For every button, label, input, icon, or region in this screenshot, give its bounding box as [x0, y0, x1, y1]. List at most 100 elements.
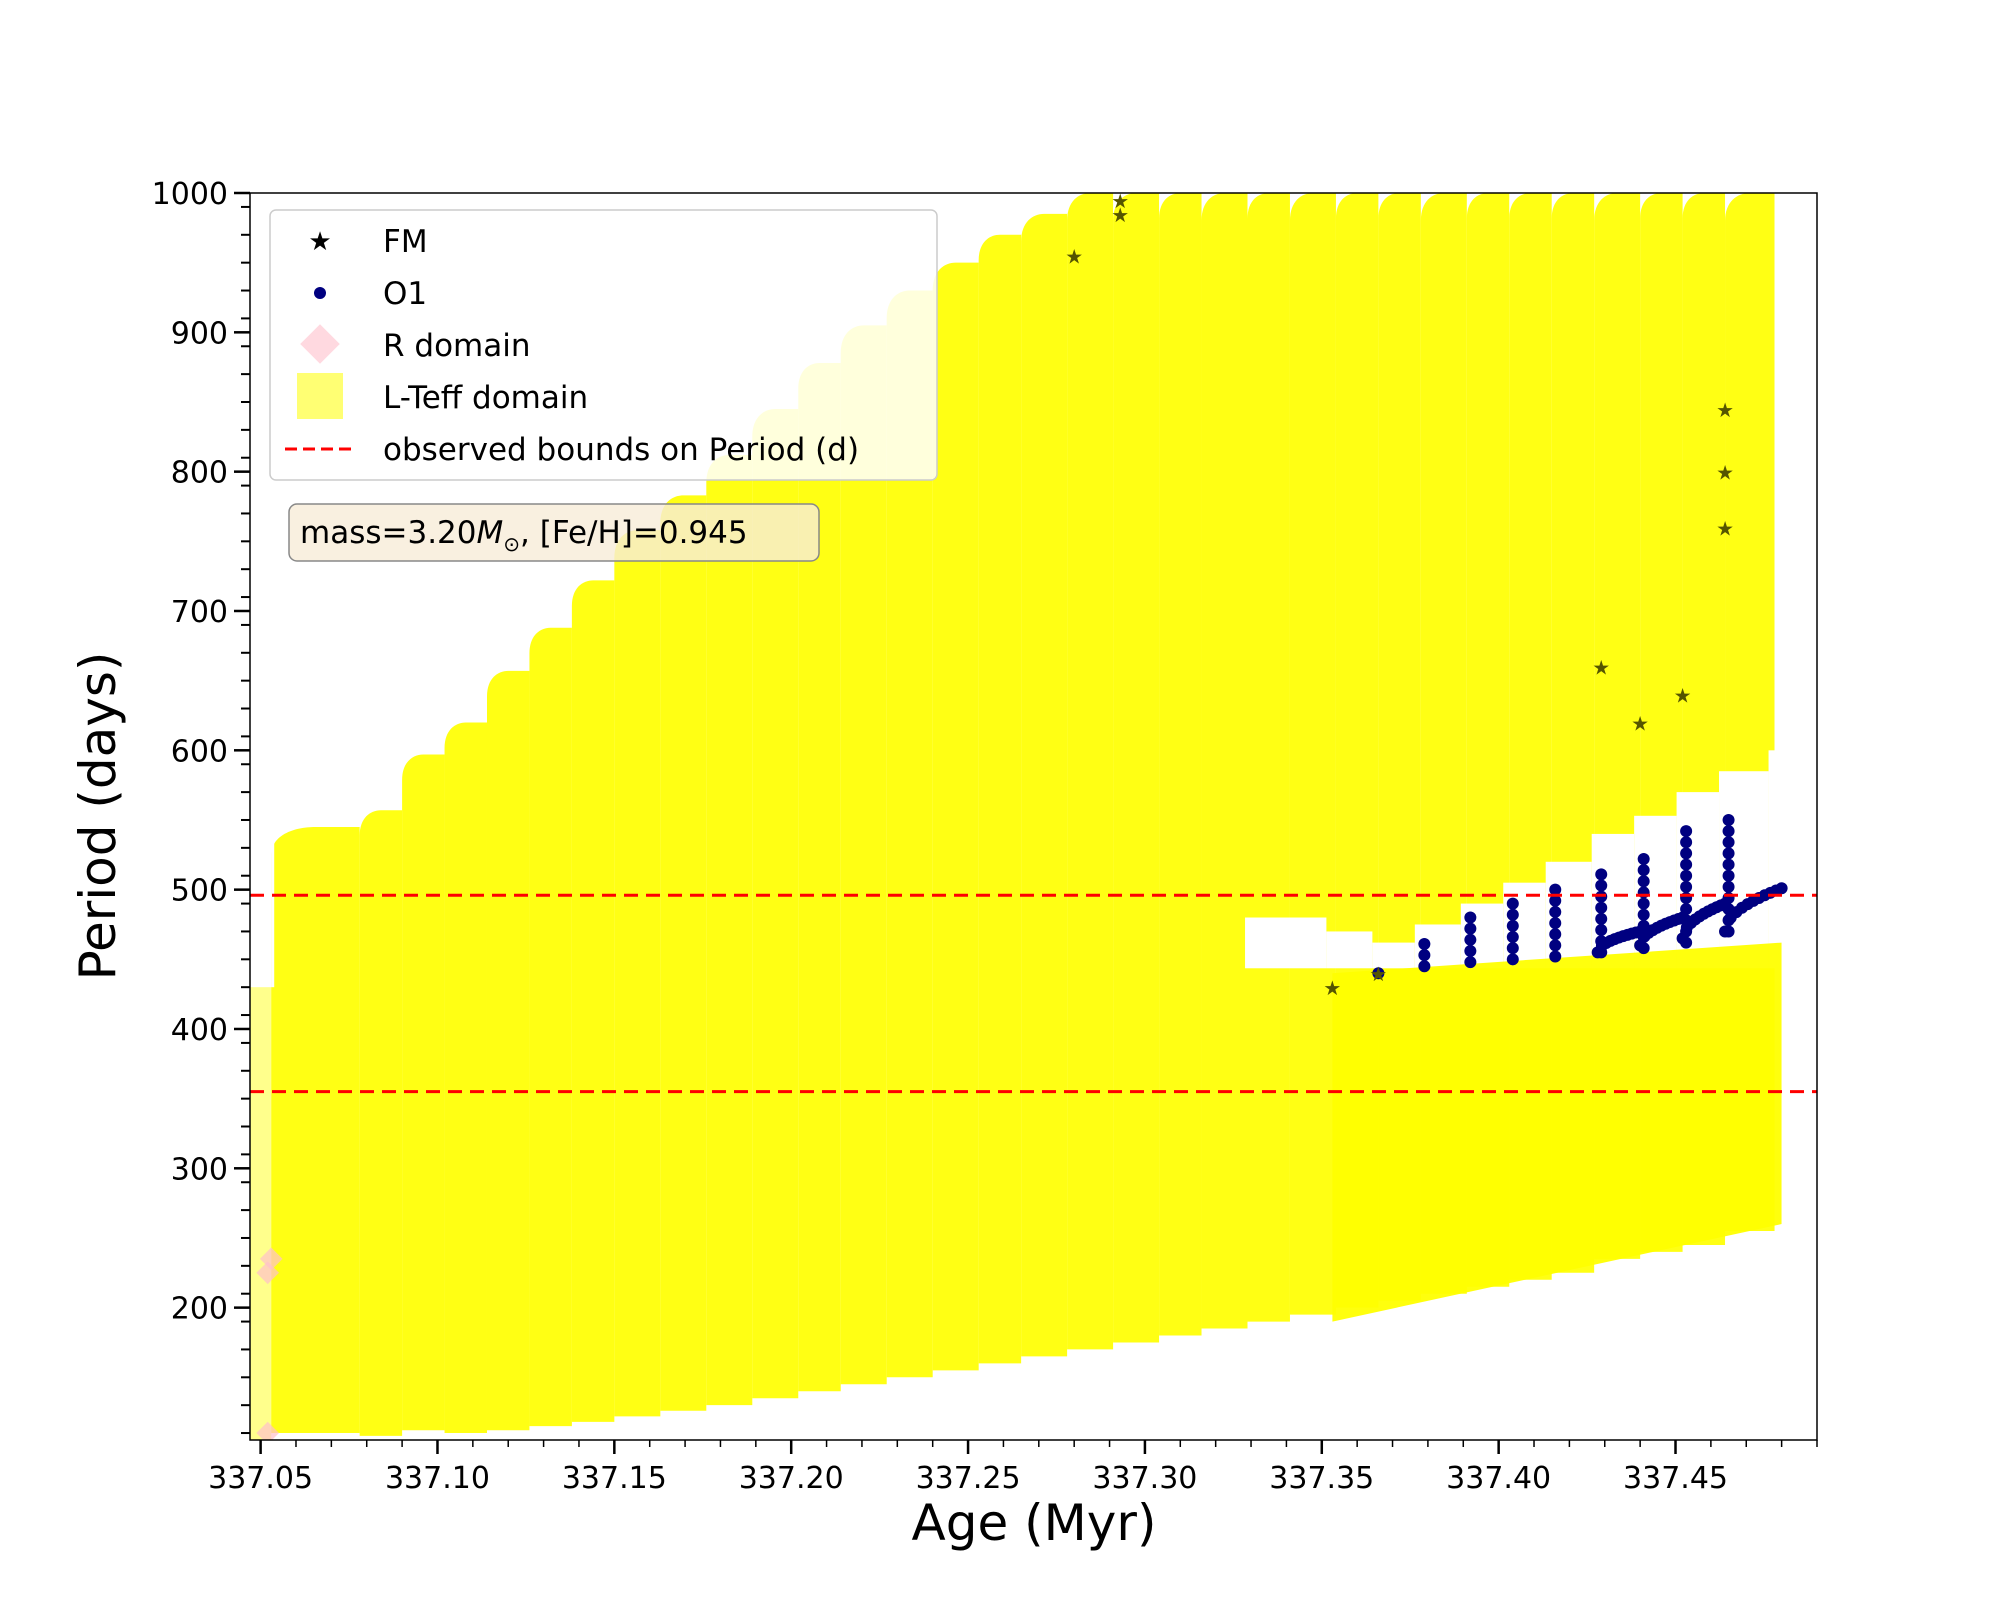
y-tick-label: 1000 [152, 177, 228, 212]
o1-point [1680, 869, 1693, 882]
plot-frame [249, 192, 1818, 1441]
y-tick-label: 500 [171, 874, 228, 909]
domain-gap [1326, 931, 1373, 969]
annotation-prefix: mass=3.20 [300, 515, 477, 551]
lteff-domain-strip [932, 262, 979, 1371]
fm-point: ★ [1592, 656, 1610, 680]
lteff-domain-strip [402, 754, 445, 1431]
fm-point: ★ [1369, 962, 1387, 986]
annotation-mass-symbol: M [477, 515, 504, 551]
o1-point [1722, 813, 1735, 826]
o1-point [1464, 911, 1477, 924]
y-tick-label: 800 [171, 456, 228, 491]
x-tick-label: 337.15 [562, 1461, 667, 1496]
y-tick-label: 200 [171, 1292, 228, 1327]
x-tick-label: 337.35 [1269, 1461, 1374, 1496]
lteff-domain-strip [1159, 193, 1202, 1336]
legend-label-r-domain: R domain [383, 328, 531, 364]
o1-point [1680, 880, 1693, 893]
o1-point [1595, 901, 1608, 914]
domain-gap [1781, 942, 1817, 1440]
o1-point [1506, 897, 1519, 910]
o1-point [1722, 869, 1735, 882]
fm-point: ★ [1716, 398, 1734, 422]
observed-bounds-lines [250, 893, 1817, 1094]
o1-point [1775, 882, 1788, 895]
legend-box [269, 209, 938, 481]
legend-label-lteff-domain: L-Teff domain [383, 380, 588, 416]
lteff-domain-marker-icon [297, 373, 343, 419]
y-axis: 200 300 400 500 600 700 800 900 1000 [152, 177, 250, 1435]
lteff-domain-strip [660, 495, 707, 1411]
y-tick-label: 700 [171, 595, 228, 630]
fm-point: ★ [1674, 684, 1692, 708]
lteff-domain-strip [444, 722, 487, 1434]
x-tick-label: 337.45 [1623, 1461, 1728, 1496]
o1-point [1680, 847, 1693, 860]
lteff-domain-strip [752, 408, 799, 1399]
o1-point [1549, 950, 1562, 963]
annotation: mass=3.20M⊙, [Fe/H]=0.945 [288, 503, 820, 562]
o1-point [1549, 917, 1562, 930]
o1-point [1549, 928, 1562, 941]
y-axis-title: Period (days) [69, 652, 127, 981]
lteff-domain-strip [1201, 193, 1248, 1329]
o1-point [1637, 875, 1650, 888]
o1-point [1637, 908, 1650, 921]
lteff-domain-strip [706, 454, 753, 1406]
x-tick-label: 337.05 [208, 1461, 313, 1496]
o1-point [1549, 894, 1562, 907]
o1-point [1595, 879, 1608, 892]
domain-gap [271, 193, 275, 988]
lteff-domain-strip [571, 580, 615, 1422]
o1-point [1637, 897, 1650, 910]
o1-point [1418, 960, 1431, 973]
o1-point [1464, 933, 1477, 946]
o1-point [1549, 883, 1562, 896]
o1-point [1680, 825, 1693, 838]
legend-label-o1: O1 [383, 276, 427, 312]
lteff-domain-strip [529, 627, 572, 1427]
o1-point [1722, 880, 1735, 893]
o1-point [1722, 825, 1735, 838]
annotation-sun-symbol: ⊙ [503, 532, 520, 556]
r-domain-point [256, 1421, 279, 1440]
domain-gap [1245, 917, 1327, 969]
domain-gap [1372, 942, 1415, 969]
lteff-domain-strip [359, 810, 403, 1436]
fm-point: ★ [1065, 245, 1083, 269]
y-tick-label: 300 [171, 1152, 228, 1187]
lteff-domain-strip [486, 670, 530, 1431]
o1-point [1464, 944, 1477, 957]
lteff-domain-strip [978, 234, 1022, 1364]
o1-point [1372, 967, 1385, 980]
lteff-domain-strip [1113, 193, 1160, 1343]
lteff-domain-strip [1247, 193, 1290, 1322]
o1-point [1595, 924, 1608, 937]
fm-point: ★ [1631, 711, 1649, 735]
lteff-domain-strip [614, 530, 661, 1417]
o1-marker-icon [314, 287, 326, 299]
annotation-suffix: , [Fe/H]=0.945 [520, 515, 748, 551]
lteff-domain-lower-band [1332, 942, 1782, 1322]
o1-point [1595, 868, 1608, 881]
domain-gap [250, 193, 272, 988]
fm-point: ★ [1111, 189, 1129, 213]
lteff-domain-strip [1067, 193, 1114, 1350]
fm-point: ★ [1111, 203, 1129, 227]
o1-point [1680, 836, 1693, 849]
o1-point [1680, 858, 1693, 871]
o1-point [1637, 852, 1650, 865]
o1-point [1722, 858, 1735, 871]
fm-marker-icon: ★ [308, 227, 331, 257]
x-tick-label: 337.40 [1446, 1461, 1551, 1496]
legend: ★ FM O1 R domain L-Teff domain observed … [269, 209, 938, 481]
o1-point [1719, 925, 1732, 938]
o1-point [1506, 919, 1519, 932]
annotation-box [288, 503, 820, 562]
o1-point [1418, 937, 1431, 950]
data-layer: ★★★★★★★★★★★ [250, 189, 1817, 1440]
o1-point [1722, 847, 1735, 860]
o1-point [1549, 939, 1562, 952]
